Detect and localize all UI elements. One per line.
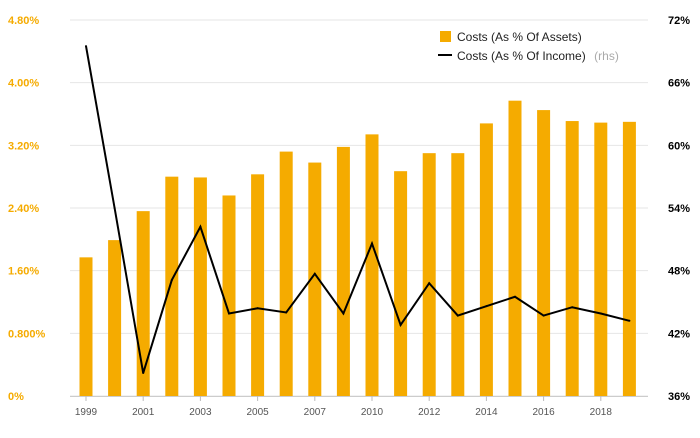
grid	[70, 19, 648, 397]
bar	[251, 174, 265, 396]
y-tick-label-left: 0%	[8, 391, 24, 403]
y-tick-label-right: 72%	[668, 15, 690, 27]
y-tick-label-right: 42%	[668, 328, 690, 340]
legend-label-income-group: Costs (As % Of Income) (rhs)	[457, 47, 619, 64]
line-point	[456, 314, 459, 317]
bar-series	[79, 100, 636, 397]
legend-swatch-assets	[440, 31, 451, 42]
line-point	[342, 312, 345, 315]
line-point	[514, 295, 516, 298]
bar	[279, 151, 293, 396]
y-tick-label-right: 66%	[668, 78, 690, 90]
bar	[594, 122, 608, 396]
bar	[394, 171, 408, 396]
y-tick-label-right: 48%	[668, 266, 690, 278]
line-point	[228, 312, 230, 315]
y-tick-label-left: 1.60%	[8, 266, 39, 278]
legend-label-rhs: (rhs)	[594, 49, 619, 63]
y-tick-label-left: 4.80%	[8, 15, 39, 27]
y-tick-label-left: 2.40%	[8, 203, 39, 215]
axes: 0% 0.800% 1.60% 2.40% 3.20% 4.00% 4.80% 36% 42% 4…	[8, 15, 690, 418]
line-point	[371, 242, 373, 245]
line-series	[85, 45, 631, 375]
y-tick-label-left: 4.00%	[8, 78, 39, 90]
x-tick-label: 2001	[132, 407, 155, 418]
y-tick-label-right: 36%	[668, 391, 690, 403]
line-point	[256, 307, 259, 310]
x-tick-label: 2007	[304, 407, 327, 418]
bar	[622, 121, 636, 396]
y-tick-label-right: 60%	[668, 140, 690, 152]
line-point	[170, 279, 173, 282]
y-tick-label-left: 0.800%	[8, 328, 46, 340]
y-tick-label-right: 54%	[668, 203, 690, 215]
bar	[537, 110, 551, 396]
line-point	[313, 272, 316, 275]
bar	[422, 153, 436, 396]
line-point	[428, 282, 431, 285]
line-point	[542, 314, 545, 317]
line-path	[85, 45, 630, 374]
line-point	[599, 312, 602, 315]
bar	[565, 121, 579, 397]
bar	[165, 176, 179, 396]
line-point	[285, 311, 288, 314]
x-tick-label: 2012	[418, 407, 441, 418]
line-point	[485, 305, 488, 308]
bar	[79, 257, 93, 396]
line-point	[399, 323, 402, 326]
line-point	[199, 225, 202, 228]
legend: Costs (As % Of Assets) Costs (As % Of In…	[438, 30, 619, 64]
line-point	[571, 306, 574, 309]
bar	[479, 123, 493, 397]
y-tick-label-left: 3.20%	[8, 140, 39, 152]
x-tick-label: 1999	[75, 407, 98, 418]
x-tick-label: 2005	[246, 407, 269, 418]
line-point	[142, 372, 145, 375]
bar	[451, 153, 465, 396]
legend-label-assets: Costs (As % Of Assets)	[457, 30, 582, 44]
line-point	[113, 207, 116, 209]
bar	[222, 195, 236, 396]
x-tick-label: 2010	[361, 407, 384, 418]
bar	[365, 134, 379, 396]
x-tick-label: 2003	[189, 407, 212, 418]
bar	[193, 177, 207, 396]
legend-label-income: Costs (As % Of Income)	[457, 49, 586, 63]
x-tick-label: 2016	[532, 407, 555, 418]
line-point	[628, 319, 631, 322]
x-tick-label: 2018	[590, 407, 613, 418]
bar	[336, 146, 350, 396]
line-point	[85, 45, 87, 48]
bar	[108, 240, 122, 396]
bar	[308, 162, 322, 396]
x-tick-label: 2014	[475, 407, 498, 418]
bar	[508, 100, 522, 396]
